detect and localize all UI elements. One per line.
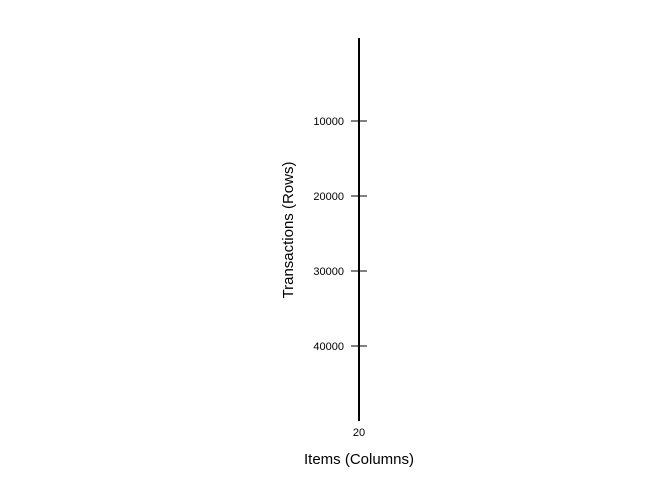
x-ticks: 20 [353,427,365,439]
y-axis-title: Transactions (Rows) [280,162,297,299]
y-ticks: 10000 20000 30000 40000 [313,116,367,353]
y-tick-label: 30000 [313,266,344,278]
y-tick-label: 20000 [313,191,344,203]
y-tick-label: 40000 [313,341,344,353]
x-tick-label: 20 [353,427,365,439]
x-axis-title: Items (Columns) [304,451,414,468]
y-tick-label: 10000 [313,116,344,128]
plot-area: 10000 20000 30000 40000 20 [313,38,367,439]
